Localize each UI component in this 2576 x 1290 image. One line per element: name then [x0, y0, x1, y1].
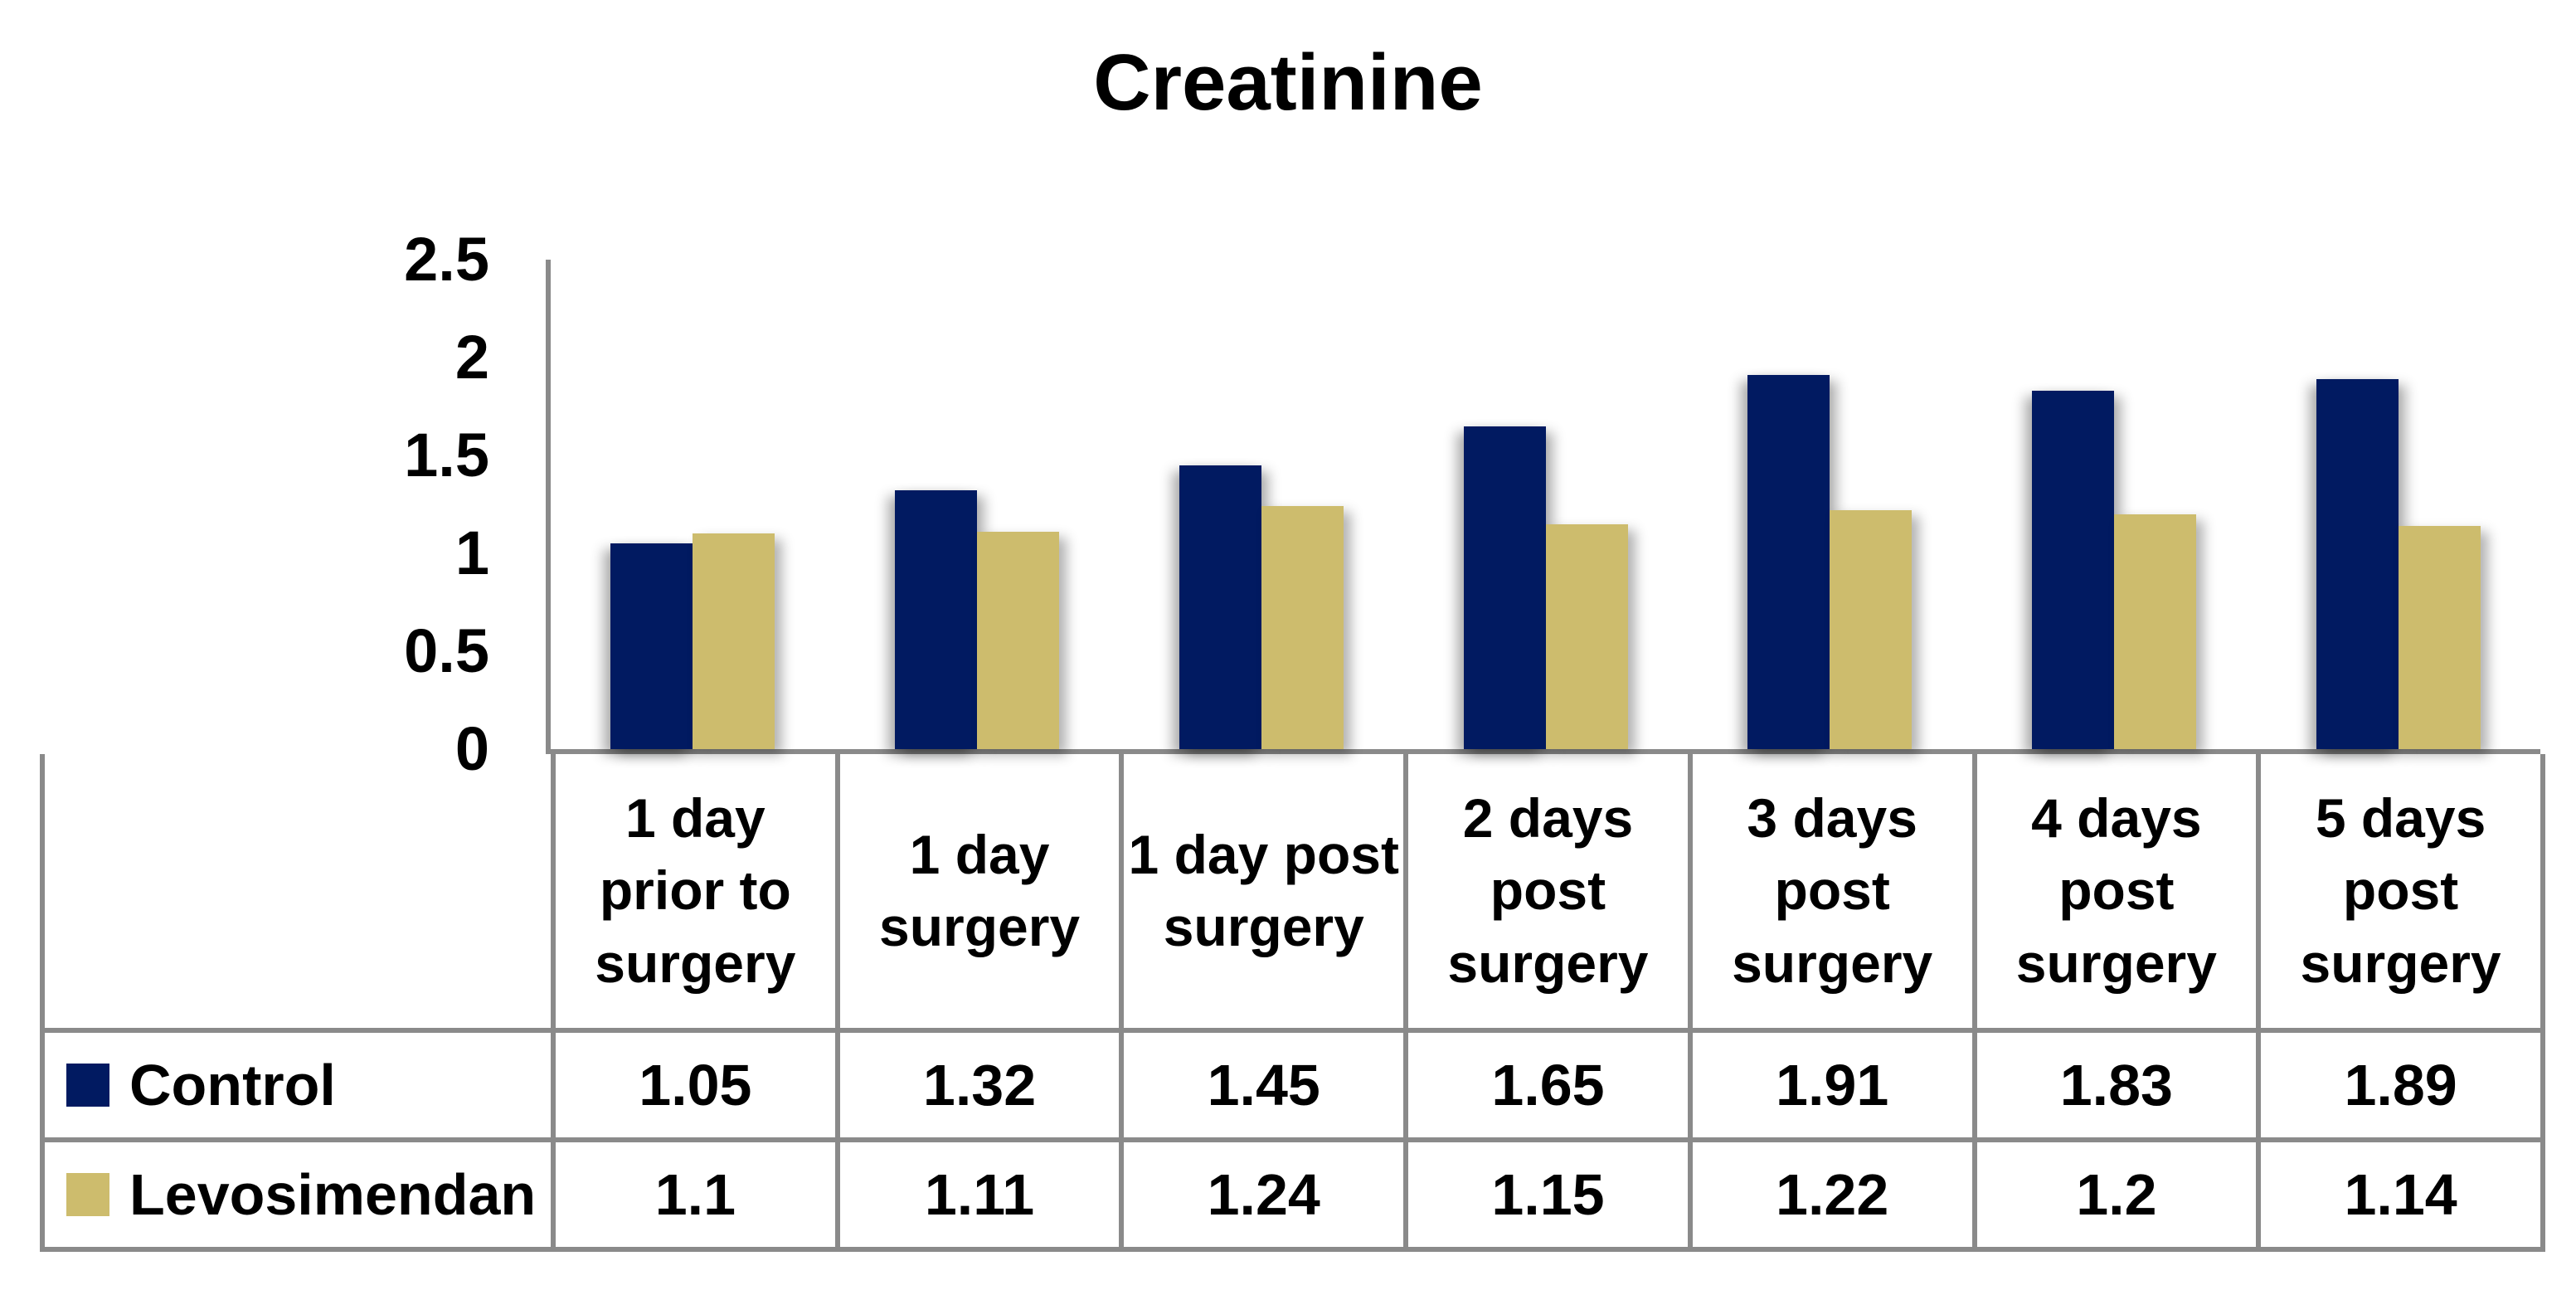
y-axis-tick-label: 1: [454, 518, 489, 587]
value-cell: 1.1: [551, 1137, 840, 1252]
legend-label: Levosimendan: [129, 1162, 537, 1227]
category-label: 1 day surgery: [878, 823, 1081, 957]
category-label: 4 days post surgery: [2015, 787, 2217, 994]
table-corner-cell: [40, 754, 556, 1033]
legend-swatch-control: [66, 1064, 109, 1107]
plot-area: [546, 260, 2540, 754]
series-row-levosimendan: Levosimendan 1.1 1.11 1.24 1.15 1.22 1.2 1.14: [40, 1137, 2545, 1252]
bar-levosimendan: [2398, 525, 2481, 749]
category-header-row: 1 day prior to surgery 1 day surgery 1 day…: [40, 754, 2545, 1033]
data-table: 1 day prior to surgery 1 day surgery 1 day…: [40, 754, 2545, 1252]
value-cell: 1.65: [1403, 1028, 1693, 1142]
bar-levosimendan: [2113, 514, 2196, 749]
category-label: 2 days post surgery: [1447, 787, 1649, 994]
legend-swatch-levosimendan: [66, 1173, 109, 1216]
category-label: 1 day post surgery: [1128, 823, 1399, 957]
bar-group: [1403, 260, 1688, 749]
bar-control: [1463, 426, 1546, 749]
value-cell: 1.22: [1687, 1137, 1977, 1252]
value-cell: 1.83: [1971, 1028, 2262, 1142]
bar-control: [2316, 378, 2399, 749]
value-cell: 1.45: [1119, 1028, 1409, 1142]
category-header-cell: 5 days post surgery: [2256, 754, 2545, 1033]
bar-levosimendan: [977, 532, 1060, 749]
bar-levosimendan: [693, 533, 775, 749]
bar-group: [2256, 260, 2540, 749]
value-cell: 1.32: [834, 1028, 1125, 1142]
category-label: 3 days post surgery: [1732, 787, 1933, 994]
category-header-cell: 4 days post surgery: [1971, 754, 2262, 1033]
legend-cell: Control: [40, 1028, 556, 1142]
category-header-cell: 1 day surgery: [834, 754, 1125, 1033]
bar-control: [895, 490, 978, 749]
value-cell: 1.14: [2256, 1137, 2545, 1252]
value-cell: 1.15: [1403, 1137, 1693, 1252]
bar-group: [551, 260, 835, 749]
category-header-cell: 1 day prior to surgery: [551, 754, 840, 1033]
chart-title: Creatinine: [1093, 38, 1483, 127]
bar-group: [1688, 260, 1972, 749]
bar-control: [610, 543, 693, 749]
category-label: 5 days post surgery: [2300, 787, 2501, 994]
y-axis-tick-label: 1.5: [404, 421, 489, 489]
bar-levosimendan: [1261, 506, 1344, 749]
bar-control: [1179, 465, 1261, 749]
bar-group: [1119, 260, 1403, 749]
series-row-control: Control 1.05 1.32 1.45 1.65 1.91 1.83 1.89: [40, 1028, 2545, 1142]
bar-group: [1972, 260, 2257, 749]
bar-group: [835, 260, 1120, 749]
value-cell: 1.89: [2256, 1028, 2545, 1142]
category-header-cell: 3 days post surgery: [1687, 754, 1977, 1033]
y-axis-tick-label: 2: [454, 323, 489, 392]
bar-control: [1747, 375, 1830, 749]
value-cell: 1.2: [1971, 1137, 2262, 1252]
value-cell: 1.05: [551, 1028, 840, 1142]
value-cell: 1.11: [834, 1137, 1125, 1252]
category-header-cell: 2 days post surgery: [1403, 754, 1693, 1033]
y-axis-tick-label: 2.5: [404, 225, 489, 294]
bar-levosimendan: [1545, 523, 1628, 749]
bar-control: [2031, 391, 2114, 749]
category-label: 1 day prior to surgery: [595, 787, 796, 994]
bar-levosimendan: [1830, 510, 1913, 749]
y-axis-tick-label: 0.5: [404, 616, 489, 685]
legend-cell: Levosimendan: [40, 1137, 556, 1252]
legend-label: Control: [129, 1053, 336, 1117]
value-cell: 1.91: [1687, 1028, 1977, 1142]
value-cell: 1.24: [1119, 1137, 1409, 1252]
category-header-cell: 1 day post surgery: [1119, 754, 1409, 1033]
